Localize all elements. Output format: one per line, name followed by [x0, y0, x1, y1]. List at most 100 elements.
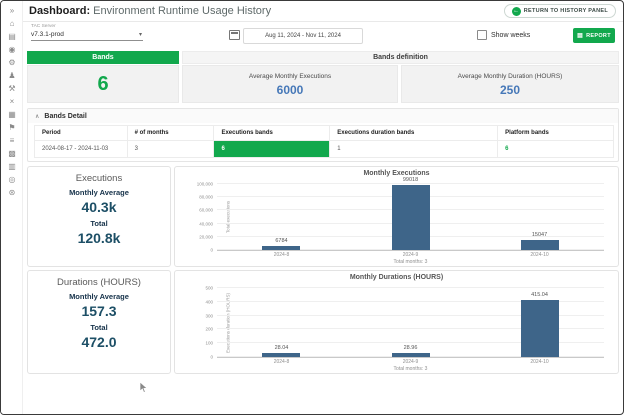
- cell-executions-duration-bands: 1: [330, 141, 498, 158]
- tools-icon[interactable]: ×: [1, 95, 23, 108]
- avg-monthly-duration-label: Average Monthly Duration (HOURS): [402, 73, 618, 80]
- report-icon[interactable]: ▥: [1, 160, 23, 173]
- durations-avg-label: Monthly Average: [28, 292, 170, 301]
- bar-value-label: 6784: [251, 238, 311, 244]
- bar: [521, 300, 559, 357]
- col-executions-bands: Executions bands: [214, 126, 330, 141]
- tac-server-value: v7.3.1-prod: [31, 31, 64, 38]
- bands-detail-table: Period # of months Executions bands Exec…: [34, 125, 614, 158]
- sidebar: »⌂▤◉⚙♟⚒×▦⚑≡▩▥◎⊛: [1, 1, 23, 414]
- durations-stats-card: Durations (HOURS) Monthly Average 157.3 …: [27, 270, 171, 374]
- return-to-history-panel-button[interactable]: ← RETURN TO HISTORY PANEL: [504, 4, 616, 18]
- bands-summary-card: Bands 6: [27, 51, 179, 103]
- y-tick-label: 0: [210, 355, 213, 360]
- plot-area: Executions duration (HOURS) Total months…: [217, 288, 604, 358]
- chart-title: Monthly Durations (HOURS): [175, 274, 618, 281]
- users-icon[interactable]: ⚒: [1, 82, 23, 95]
- page-title-prefix: Dashboard:: [29, 5, 90, 17]
- executions-total-label: Total: [28, 219, 170, 228]
- y-tick-label: 100,000: [197, 182, 213, 187]
- avg-monthly-duration-value: 250: [402, 83, 618, 97]
- x-tick-label: 2024-9: [381, 359, 441, 365]
- executions-title: Executions: [28, 173, 170, 184]
- y-tick-label: 80,000: [199, 195, 213, 200]
- bar: [521, 240, 559, 250]
- bands-detail-header: ∧ Bands Detail: [28, 109, 618, 123]
- durations-title: Durations (HOURS): [28, 277, 170, 288]
- plot-area: Total executions Total months: 3 020,000…: [217, 184, 604, 251]
- gridline: [217, 287, 604, 288]
- pie-chart-icon[interactable]: ◉: [1, 43, 23, 56]
- show-weeks-label: Show weeks: [491, 32, 530, 39]
- list-icon[interactable]: ≡: [1, 134, 23, 147]
- document-icon[interactable]: ▤: [1, 30, 23, 43]
- cell-period: 2024-08-17 - 2024-11-03: [35, 141, 128, 158]
- avg-monthly-duration-cell: Average Monthly Duration (HOURS) 250: [401, 65, 619, 103]
- bar-value-label: 99018: [381, 177, 441, 183]
- avg-monthly-executions-label: Average Monthly Executions: [183, 73, 397, 80]
- cell-months: 3: [127, 141, 214, 158]
- date-range-value: Aug 11, 2024 - Nov 11, 2024: [265, 33, 341, 39]
- page-title: Dashboard: Environment Runtime Usage His…: [29, 5, 271, 17]
- mouse-cursor: [139, 381, 148, 394]
- chevron-down-icon: ▾: [139, 31, 142, 38]
- user-icon[interactable]: ♟: [1, 69, 23, 82]
- collapse-chevron-icon[interactable]: ∧: [35, 113, 39, 120]
- settings-icon[interactable]: ⊛: [1, 186, 23, 199]
- tac-server-select[interactable]: TAC Server v7.3.1-prod ▾: [31, 24, 143, 41]
- report-button[interactable]: ▤ REPORT: [573, 28, 615, 43]
- avg-monthly-executions-value: 6000: [183, 83, 397, 97]
- executions-total-value: 120.8k: [28, 230, 170, 246]
- gear-icon[interactable]: ⚙: [1, 56, 23, 69]
- y-tick-label: 400: [205, 299, 213, 304]
- bands-definition-header: Bands definition: [182, 51, 619, 64]
- y-tick-label: 100: [205, 341, 213, 346]
- monthly-durations-chart: Monthly Durations (HOURS) Executions dur…: [174, 270, 619, 374]
- bar: [392, 353, 430, 357]
- bar: [262, 246, 300, 250]
- eye-icon[interactable]: ◎: [1, 173, 23, 186]
- avg-monthly-executions-cell: Average Monthly Executions 6000: [182, 65, 398, 103]
- cell-executions-bands: 6: [214, 141, 330, 158]
- x-tick-label: 2024-8: [251, 359, 311, 365]
- show-weeks-checkbox[interactable]: [477, 30, 487, 40]
- x-axis-label: Total months: 3: [217, 259, 604, 265]
- x-tick-label: 2024-10: [510, 252, 570, 258]
- flag-icon[interactable]: ⚑: [1, 121, 23, 134]
- bands-header: Bands: [27, 51, 179, 64]
- col-period: Period: [35, 126, 128, 141]
- show-weeks-control: Show weeks: [477, 30, 530, 40]
- grid-icon[interactable]: ▩: [1, 147, 23, 160]
- y-axis-label: Total executions: [226, 182, 231, 252]
- durations-total-label: Total: [28, 323, 170, 332]
- executions-stats-card: Executions Monthly Average 40.3k Total 1…: [27, 166, 171, 267]
- table-row: 2024-08-17 - 2024-11-03 3 6 1 6: [35, 141, 614, 158]
- app-window: »⌂▤◉⚙♟⚒×▦⚑≡▩▥◎⊛ Dashboard: Environment R…: [0, 0, 624, 415]
- y-tick-label: 20,000: [199, 234, 213, 239]
- col-executions-duration-bands: Executions duration bands: [330, 126, 498, 141]
- bar: [262, 353, 300, 357]
- table-header-row: Period # of months Executions bands Exec…: [35, 126, 614, 141]
- report-button-label: REPORT: [586, 33, 611, 39]
- col-platform-bands: Platform bands: [498, 126, 614, 141]
- bar-value-label: 15047: [510, 232, 570, 238]
- durations-total-value: 472.0: [28, 334, 170, 350]
- x-axis-label: Total months: 3: [217, 366, 604, 372]
- collapse-icon[interactable]: »: [1, 4, 23, 17]
- page-title-text: Environment Runtime Usage History: [90, 5, 271, 17]
- date-range-input[interactable]: Aug 11, 2024 - Nov 11, 2024: [243, 28, 363, 44]
- bands-detail-title: Bands Detail: [44, 113, 86, 120]
- bands-value: 6: [27, 65, 179, 103]
- col-months: # of months: [127, 126, 214, 141]
- module-icon[interactable]: ▦: [1, 108, 23, 121]
- calendar-icon[interactable]: [229, 30, 240, 40]
- back-arrow-icon: ←: [512, 7, 521, 16]
- x-tick-label: 2024-10: [510, 359, 570, 365]
- bar-value-label: 28.04: [251, 345, 311, 351]
- return-button-label: RETURN TO HISTORY PANEL: [524, 8, 608, 14]
- home-icon[interactable]: ⌂: [1, 17, 23, 30]
- cell-platform-bands: 6: [498, 141, 614, 158]
- y-tick-label: 300: [205, 313, 213, 318]
- executions-avg-label: Monthly Average: [28, 188, 170, 197]
- y-tick-label: 40,000: [199, 221, 213, 226]
